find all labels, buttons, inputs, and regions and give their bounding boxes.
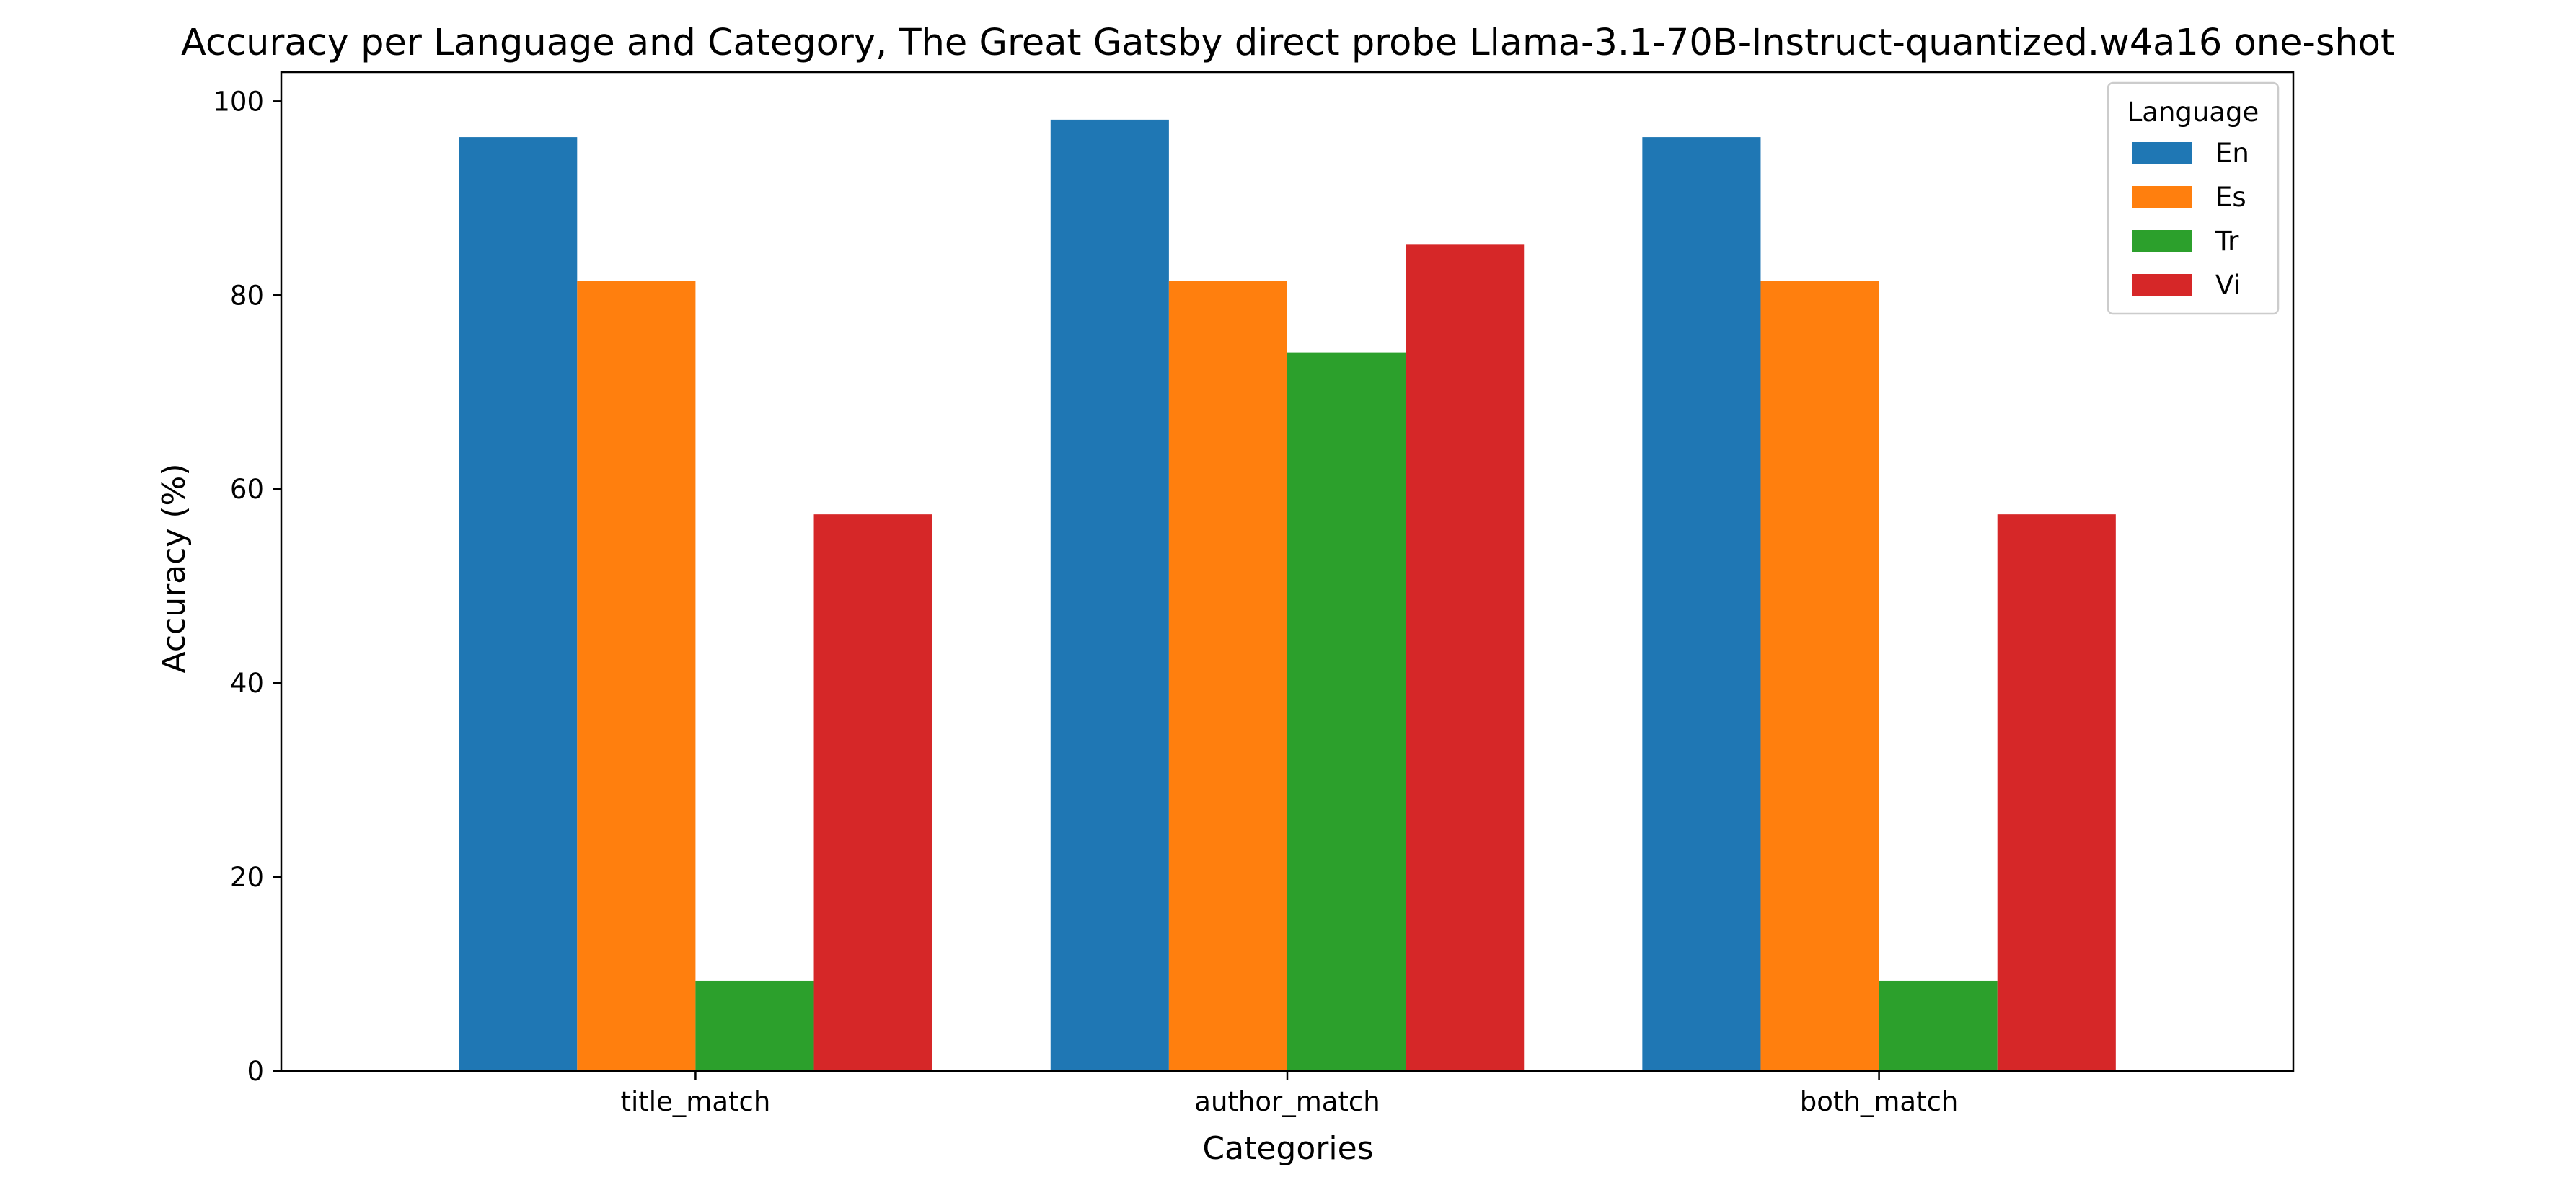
bar-en-both_match [1642,137,1761,1071]
legend-swatch-vi [2132,274,2192,296]
legend-title: Language [2127,97,2259,128]
y-tick-label: 40 [230,668,264,699]
x-tick-label-both_match: both_match [1800,1086,1959,1117]
legend-box [2107,81,2280,315]
bar-es-both_match [1760,281,1879,1071]
y-axis-ticks: 0 20 40 60 80 100 [213,86,281,1087]
x-axis-label: Categories [1202,1130,1373,1167]
x-tick-label-author_match: author_match [1194,1086,1380,1117]
legend-entries: En Es Tr Vi [2132,138,2249,301]
bar-es-author_match [1168,281,1287,1071]
legend-label-es: Es [2215,182,2246,213]
bar-tr-both_match [1879,980,1998,1071]
legend: Language En Es Tr Vi [2107,81,2280,315]
bar-vi-author_match [1406,244,1525,1072]
bar-en-author_match [1050,119,1169,1072]
plot-frame [280,71,2295,1072]
legend-swatch-tr [2132,230,2192,252]
y-tick-label: 100 [213,86,264,117]
y-axis-label: Accuracy (%) [156,463,193,673]
bar-es-title_match [577,281,696,1071]
chart-title: Accuracy per Language and Category, The … [181,22,2395,64]
bar-en-title_match [459,137,578,1071]
bar-vi-both_match [1997,514,2116,1071]
bar-tr-title_match [695,980,814,1071]
legend-label-tr: Tr [2215,226,2239,257]
x-axis-ticks: title_match author_match both_match [620,1071,1958,1117]
y-tick-label: 20 [230,862,264,893]
legend-label-en: En [2215,138,2249,169]
legend-label-vi: Vi [2215,270,2241,301]
legend-swatch-en [2132,142,2192,164]
legend-swatch-es [2132,186,2192,208]
bar-tr-author_match [1287,352,1406,1071]
y-tick-label: 0 [247,1056,264,1087]
bars-group [459,119,2116,1072]
bar-vi-title_match [813,514,932,1071]
x-tick-label-title_match: title_match [620,1086,770,1117]
y-tick-label: 80 [230,280,264,311]
y-tick-label: 60 [230,474,264,505]
